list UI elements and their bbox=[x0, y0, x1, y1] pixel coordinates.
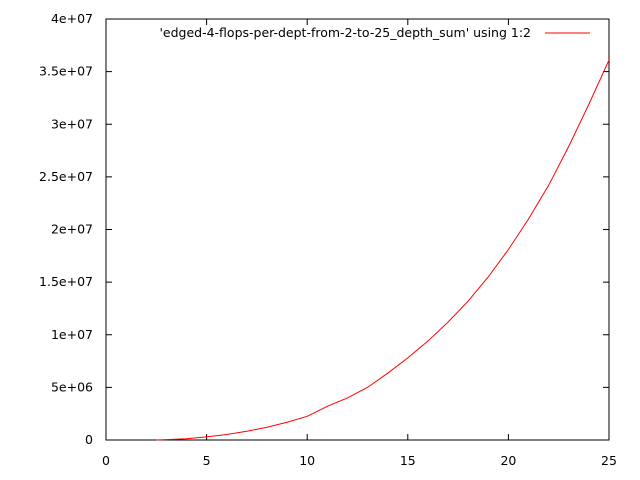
x-tick-label: 15 bbox=[400, 453, 416, 468]
y-tick-label: 2.5e+07 bbox=[39, 169, 93, 184]
y-tick-label: 3.5e+07 bbox=[39, 64, 93, 79]
legend: 'edged-4-flops-per-dept-from-2-to-25_dep… bbox=[159, 25, 590, 40]
y-tick-labels: 0 5e+06 1e+07 1.5e+07 2e+07 2.5e+07 3e+07 3.5e+… bbox=[39, 11, 93, 447]
y-tick-label: 5e+06 bbox=[51, 379, 93, 394]
y-tick-label: 0 bbox=[85, 432, 93, 447]
x-tick-label: 5 bbox=[203, 453, 211, 468]
series-lines bbox=[156, 59, 610, 441]
plot-border bbox=[105, 18, 610, 441]
legend-label: 'edged-4-flops-per-dept-from-2-to-25_dep… bbox=[159, 25, 531, 40]
y-tick-label: 3e+07 bbox=[51, 116, 93, 131]
x-tick-labels: 0 5 10 15 20 25 bbox=[102, 453, 617, 468]
x-tick-label: 20 bbox=[500, 453, 516, 468]
x-tick-label: 0 bbox=[102, 453, 110, 468]
series-line bbox=[156, 59, 610, 441]
y-tick-label: 2e+07 bbox=[51, 222, 93, 237]
y-tick-label: 1e+07 bbox=[51, 327, 93, 342]
x-tick-label: 10 bbox=[299, 453, 315, 468]
y-tick-label: 1.5e+07 bbox=[39, 274, 93, 289]
x-tick-label: 25 bbox=[601, 453, 617, 468]
y-tick-label: 4e+07 bbox=[51, 11, 93, 26]
tick-marks bbox=[105, 18, 610, 441]
axes bbox=[105, 18, 610, 441]
